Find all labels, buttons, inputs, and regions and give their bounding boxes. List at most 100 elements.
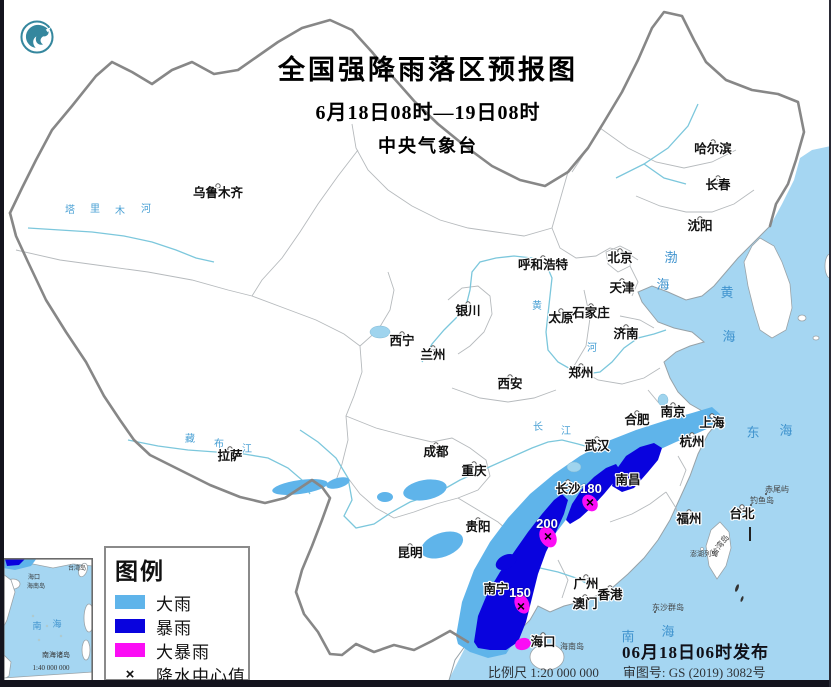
coastline xyxy=(446,225,771,687)
map-info-line: 比例尺 1:20 000 000 审图号: GS (2019) 3082号 xyxy=(488,662,766,681)
city-marker xyxy=(709,413,715,419)
forecast-period: 6月18日08时—19日08时 xyxy=(315,102,541,124)
diaoyu-island-dot xyxy=(750,504,752,506)
city-label: 南宁 xyxy=(483,581,508,596)
city-label: 海口 xyxy=(530,634,555,649)
dongsha-island-dot xyxy=(654,611,656,613)
cma-logo xyxy=(20,20,54,54)
city-label: 西安 xyxy=(497,376,522,391)
city-marker xyxy=(227,446,233,452)
island-label: 钓鱼岛 xyxy=(750,495,774,505)
river-label: 布 xyxy=(214,438,224,450)
city-label: 拉萨 xyxy=(217,448,243,463)
city-marker xyxy=(623,324,629,330)
inset-label: 海 xyxy=(52,618,61,629)
city-marker xyxy=(407,543,413,549)
rain-center-mark: × xyxy=(517,598,525,614)
city-marker xyxy=(583,574,589,580)
issue-time: 06月18日06时发布 xyxy=(622,643,769,662)
city-label: 重庆 xyxy=(461,463,487,478)
lake xyxy=(566,461,582,473)
inset-label: 海口 xyxy=(28,573,40,581)
sea-label: 海 xyxy=(661,624,674,639)
city-marker xyxy=(507,374,513,380)
river-label: 黄 xyxy=(532,299,542,312)
city-marker xyxy=(607,585,613,591)
city-label: 乌鲁木齐 xyxy=(193,185,244,200)
city-label: 济南 xyxy=(613,326,639,341)
city-label: 哈尔滨 xyxy=(694,141,732,156)
frame-edge-right xyxy=(829,0,831,687)
sea-label: 海 xyxy=(779,423,792,438)
severe-rainstorm-label: 大暴雨 xyxy=(156,642,210,662)
inset-vietnam-coast xyxy=(3,573,16,629)
inset-islet xyxy=(45,624,49,628)
rainstorm-label: 暴雨 xyxy=(156,618,192,638)
city-label: 贵阳 xyxy=(465,519,490,534)
city-label: 广州 xyxy=(573,576,598,591)
city-marker xyxy=(594,436,600,442)
rain-center-value: 180 xyxy=(580,481,602,496)
map-header: 全国强降雨落区预报图 6月18日08时—19日08时 中央气象台 xyxy=(278,48,578,158)
legend-panel: 图例 大雨 暴雨 大暴雨 × 降水中心值 xyxy=(104,546,250,686)
city-marker xyxy=(215,183,221,189)
inset-malay-coast xyxy=(3,653,12,681)
sea-label: 黄 xyxy=(720,285,733,300)
city-label: 西宁 xyxy=(389,333,414,348)
severe-rainstorm-swatch xyxy=(115,643,145,657)
city-marker xyxy=(565,479,571,485)
legend-row-severe-rainstorm: 大暴雨 xyxy=(115,642,248,662)
city-marker xyxy=(715,175,721,181)
inset-taiwan xyxy=(78,562,88,578)
center-value-symbol: × xyxy=(125,665,135,683)
river-label: 木 xyxy=(115,205,125,217)
legend-row-rainstorm: 暴雨 xyxy=(115,618,248,638)
rainstorm-swatch xyxy=(115,619,145,633)
city-marker xyxy=(697,216,703,222)
city-label: 呼和浩特 xyxy=(518,257,569,272)
city-marker xyxy=(686,509,692,515)
scale-text: 比例尺 1:20 000 000 xyxy=(488,665,599,680)
agency-name: 中央气象台 xyxy=(378,136,478,156)
river-label: 里 xyxy=(90,203,100,215)
city-label: 长春 xyxy=(705,177,731,192)
river-label: 河 xyxy=(587,342,597,354)
city-label: 郑州 xyxy=(568,365,593,380)
city-marker xyxy=(471,461,477,467)
city-marker xyxy=(617,248,623,254)
legend-row-heavy-rain: 大雨 xyxy=(115,594,248,614)
city-label: 合肥 xyxy=(624,412,650,427)
frame-edge-left xyxy=(0,0,4,687)
city-label: 杭州 xyxy=(679,434,704,449)
city-label: 上海 xyxy=(699,415,725,430)
heavy-rain-label: 大雨 xyxy=(156,594,192,614)
inset-label: 台湾岛 xyxy=(68,564,86,572)
chiwei-island-dot xyxy=(765,493,767,495)
korea-landmass xyxy=(743,237,793,339)
island-label: 东沙群岛 xyxy=(652,602,684,612)
inset-islet xyxy=(59,634,63,638)
sea-label: 海 xyxy=(722,329,735,344)
inset-philippines-south xyxy=(81,639,91,661)
city-label: 昆明 xyxy=(397,545,422,560)
city-label: 兰州 xyxy=(420,347,445,362)
cma-logo-swirl xyxy=(25,24,49,48)
city-marker xyxy=(433,442,439,448)
island xyxy=(812,335,820,341)
page-title: 全国强降雨落区预报图 xyxy=(278,55,578,85)
island-label: 赤尾屿 xyxy=(765,485,789,494)
river-label: 长 xyxy=(533,421,543,433)
river-label: 江 xyxy=(561,425,571,437)
frame-edge-bottom xyxy=(0,680,831,687)
city-label: 天津 xyxy=(609,280,635,295)
city-label: 南昌 xyxy=(615,472,640,487)
island-label: 海南岛 xyxy=(560,641,584,651)
city-marker xyxy=(540,255,546,261)
rain-center-mark: × xyxy=(544,528,552,544)
city-marker xyxy=(475,517,481,523)
inset-islet xyxy=(31,614,35,618)
city-marker xyxy=(582,594,588,600)
city-label: 成都 xyxy=(423,444,449,459)
